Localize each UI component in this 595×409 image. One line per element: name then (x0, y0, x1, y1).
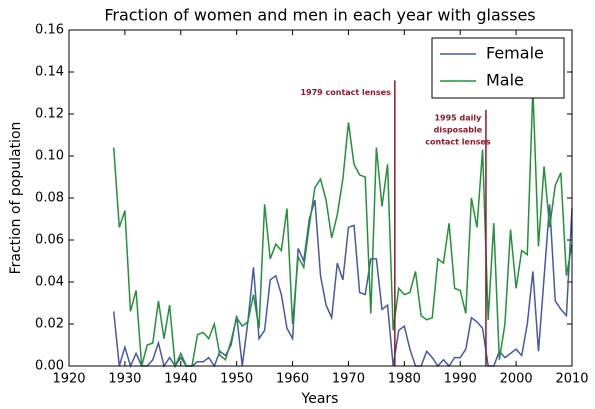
x-tick-label: 1970 (332, 372, 365, 387)
y-tick-label: 0.14 (35, 65, 64, 80)
legend-box (431, 37, 565, 99)
annotation-text: 1995 daily (434, 113, 482, 122)
x-tick-label: 2000 (500, 372, 533, 387)
y-tick-label: 0.08 (35, 191, 64, 206)
series-line (112, 88, 573, 369)
y-tick-label: 0.04 (35, 275, 64, 290)
x-axis-label: Years (301, 391, 339, 407)
y-tick-label: 0.02 (35, 317, 64, 332)
x-tick-label: 1980 (388, 372, 421, 387)
x-tick-label: 1920 (52, 372, 85, 387)
x-tick-label: 1960 (276, 372, 309, 387)
plot-frame (68, 29, 573, 367)
y-tick-label: 0.10 (35, 149, 64, 164)
y-tick-label: 0.16 (35, 23, 64, 38)
legend-label: Female (486, 44, 544, 63)
annotation-text: contact lenses (425, 137, 491, 146)
x-tick-label: 1940 (164, 372, 197, 387)
chart-title: Fraction of women and men in each year w… (104, 6, 535, 25)
x-tick-label: 2010 (555, 372, 588, 387)
y-tick-label: 0.06 (35, 233, 64, 248)
y-tick-label: 0.12 (35, 107, 64, 122)
series-line (112, 199, 573, 369)
annotation-text: 1979 contact lenses (300, 88, 391, 97)
y-axis-label: Fraction of population (8, 122, 24, 275)
legend-label: Male (486, 71, 524, 90)
x-tick-label: 1930 (108, 372, 141, 387)
annotation-text: disposable (434, 125, 483, 134)
x-tick-label: 1950 (220, 372, 253, 387)
y-tick-label: 0.00 (35, 359, 64, 374)
x-tick-label: 1990 (444, 372, 477, 387)
